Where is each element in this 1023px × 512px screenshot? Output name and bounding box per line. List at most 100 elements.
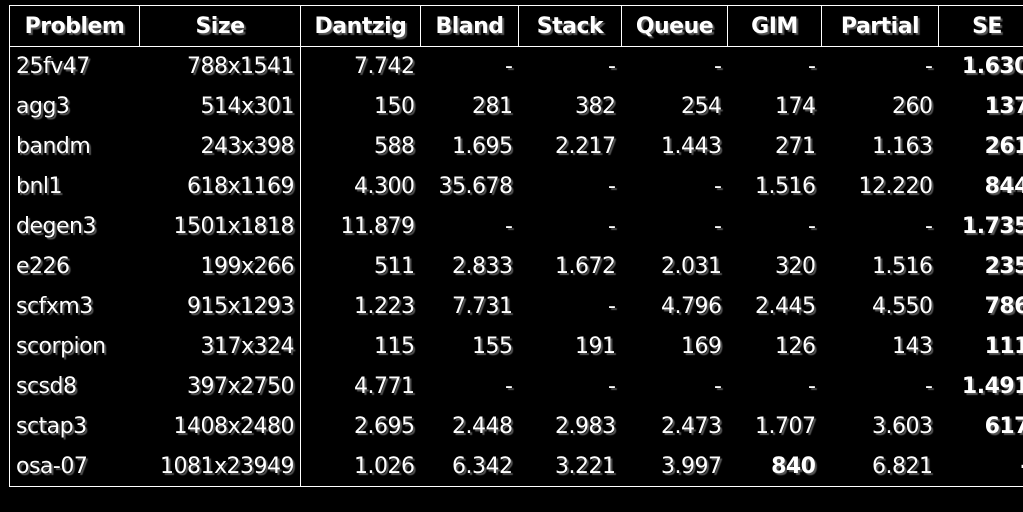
table-cell: 1.516 — [755, 174, 816, 199]
header-dantzig: Dantzig — [300, 5, 421, 47]
table-row: e226 199x266 511 2.833 1.672 2.031 320 1.516 235 — [9, 246, 1023, 287]
table-cell: - — [608, 214, 616, 239]
problem-cell: scorpion — [9, 326, 140, 367]
table-cell: 320 — [775, 254, 816, 279]
table-cell: 254 — [681, 94, 722, 119]
table-cell: 7.731 — [452, 294, 513, 319]
table-cell: - — [714, 54, 722, 80]
table-cell: 382 — [575, 94, 616, 119]
table-cell: 261 — [938, 126, 1023, 167]
header-stack: Stack — [518, 5, 622, 47]
results-table: Problem Size Dantzig Bland Stack Queue G… — [9, 5, 1023, 487]
table-cell: 150 — [374, 94, 415, 119]
table-cell: 281 — [472, 94, 513, 119]
table-cell: 1.223 — [354, 294, 415, 319]
table-body: 25fv47 788x1541 7.742 - - - - - 1.630 agg3 514x301… — [9, 46, 1023, 487]
table-cell: 1.163 — [872, 134, 933, 159]
table-cell: - — [808, 54, 816, 80]
table-cell: 514x301 — [139, 86, 301, 127]
table-cell: 174 — [775, 94, 816, 119]
table-cell: 2.448 — [452, 414, 513, 439]
table-cell: 199x266 — [139, 246, 301, 287]
problem-cell: bandm — [9, 126, 140, 167]
table-cell: 1081x23949 — [139, 446, 301, 487]
table-cell: 4.796 — [661, 294, 722, 319]
table-cell: 35.678 — [438, 174, 513, 199]
problem-cell: scsd8 — [9, 366, 140, 407]
table-cell: - — [808, 214, 816, 239]
table-cell: 511 — [374, 254, 415, 279]
table-cell: 2.833 — [452, 254, 513, 279]
table-row: scsd8 397x2750 4.771- - - - -1.491 — [9, 366, 1023, 407]
table-row: degen3 1501x1818 11.879- - - - -1.735 — [9, 206, 1023, 247]
header-row: Problem Size Dantzig Bland Stack Queue G… — [9, 5, 1023, 47]
table-row: agg3 514x301 150 281 382 254 174 260 137 — [9, 86, 1023, 127]
problem-cell: e226 — [9, 246, 140, 287]
table-cell: 143 — [892, 334, 933, 359]
table-cell: - — [925, 374, 933, 399]
table-cell: 2.695 — [354, 414, 415, 439]
header-bland: Bland — [420, 5, 519, 47]
problem-cell: 25fv47 — [9, 46, 140, 87]
table-cell: - — [925, 214, 933, 239]
table-cell: - — [714, 374, 722, 399]
table-cell: 4.300 — [354, 174, 415, 199]
problem-cell: bnl1 — [9, 166, 140, 207]
problem-cell: sctap3 — [9, 406, 140, 447]
table-cell: 4.771 — [354, 374, 415, 399]
table-cell: 3.603 — [872, 414, 933, 439]
table-cell: 1.695 — [452, 134, 513, 159]
table-cell: 1.026 — [300, 446, 421, 487]
table-row: scfxm3 915x1293 1.223 7.731 - 4.796 2.445 4.550… — [9, 286, 1023, 327]
table-cell: 111 — [938, 326, 1023, 367]
table-cell: 1.672 — [555, 254, 616, 279]
header-se: SE — [938, 5, 1023, 47]
table-cell: 317x324 — [139, 326, 301, 367]
table-cell: 1.516 — [872, 254, 933, 279]
table-cell: 2.217 — [555, 134, 616, 159]
table-cell: 2.445 — [755, 294, 816, 319]
table-cell: 126 — [775, 334, 816, 359]
table-cell: - — [505, 54, 513, 80]
table-cell: - — [505, 214, 513, 239]
table-row: bnl1 618x1169 4.300 35.678 - - 1.516 12.220 844 — [9, 166, 1023, 207]
table-cell: - — [608, 374, 616, 399]
table-cell: 3.221 — [518, 446, 622, 487]
problem-cell: osa-07 — [9, 446, 140, 487]
table-cell: 844 — [938, 166, 1023, 207]
table-row: bandm 243x398 588 1.695 2.217 1.443 271 1.163 26… — [9, 126, 1023, 167]
table-row: scorpion 317x324 115 155 191 169 126 143 111 — [9, 326, 1023, 367]
table-row: sctap3 1408x2480 2.695 2.448 2.983 2.473 1.707… — [9, 406, 1023, 447]
table-cell: 235 — [938, 246, 1023, 287]
table-cell: 115 — [374, 334, 415, 359]
header-problem: Problem — [9, 5, 140, 47]
problem-cell: degen3 — [9, 206, 140, 247]
table-cell: - — [714, 214, 722, 239]
table-row: 25fv47 788x1541 7.742- - - - -1.630 — [9, 46, 1023, 87]
table-cell: 6.821 — [821, 446, 939, 487]
table-cell: 1501x1818 — [139, 206, 301, 247]
table-cell: 618x1169 — [139, 166, 301, 207]
table-cell: 2.031 — [661, 254, 722, 279]
table-cell: - — [808, 374, 816, 399]
table-cell: 788x1541 — [139, 46, 301, 87]
header-queue: Queue — [621, 5, 728, 47]
table-cell: 1.707 — [755, 414, 816, 439]
table-cell: - — [505, 374, 513, 399]
table-cell: - — [608, 294, 616, 319]
table-cell: 6.342 — [420, 446, 519, 487]
table-cell: 4.550 — [872, 294, 933, 319]
table-cell: 7.742 — [354, 54, 415, 80]
table-cell: 2.473 — [661, 414, 722, 439]
table-cell: 191 — [575, 334, 616, 359]
table-cell: 137 — [938, 86, 1023, 127]
table-cell: 155 — [472, 334, 513, 359]
header-partial: Partial — [821, 5, 939, 47]
problem-cell: agg3 — [9, 86, 140, 127]
table-cell: - — [938, 446, 1023, 487]
table-cell: - — [608, 54, 616, 80]
table-cell: 2.983 — [555, 414, 616, 439]
table-cell: 617 — [938, 406, 1023, 447]
table-cell: 1.630 — [938, 46, 1023, 87]
